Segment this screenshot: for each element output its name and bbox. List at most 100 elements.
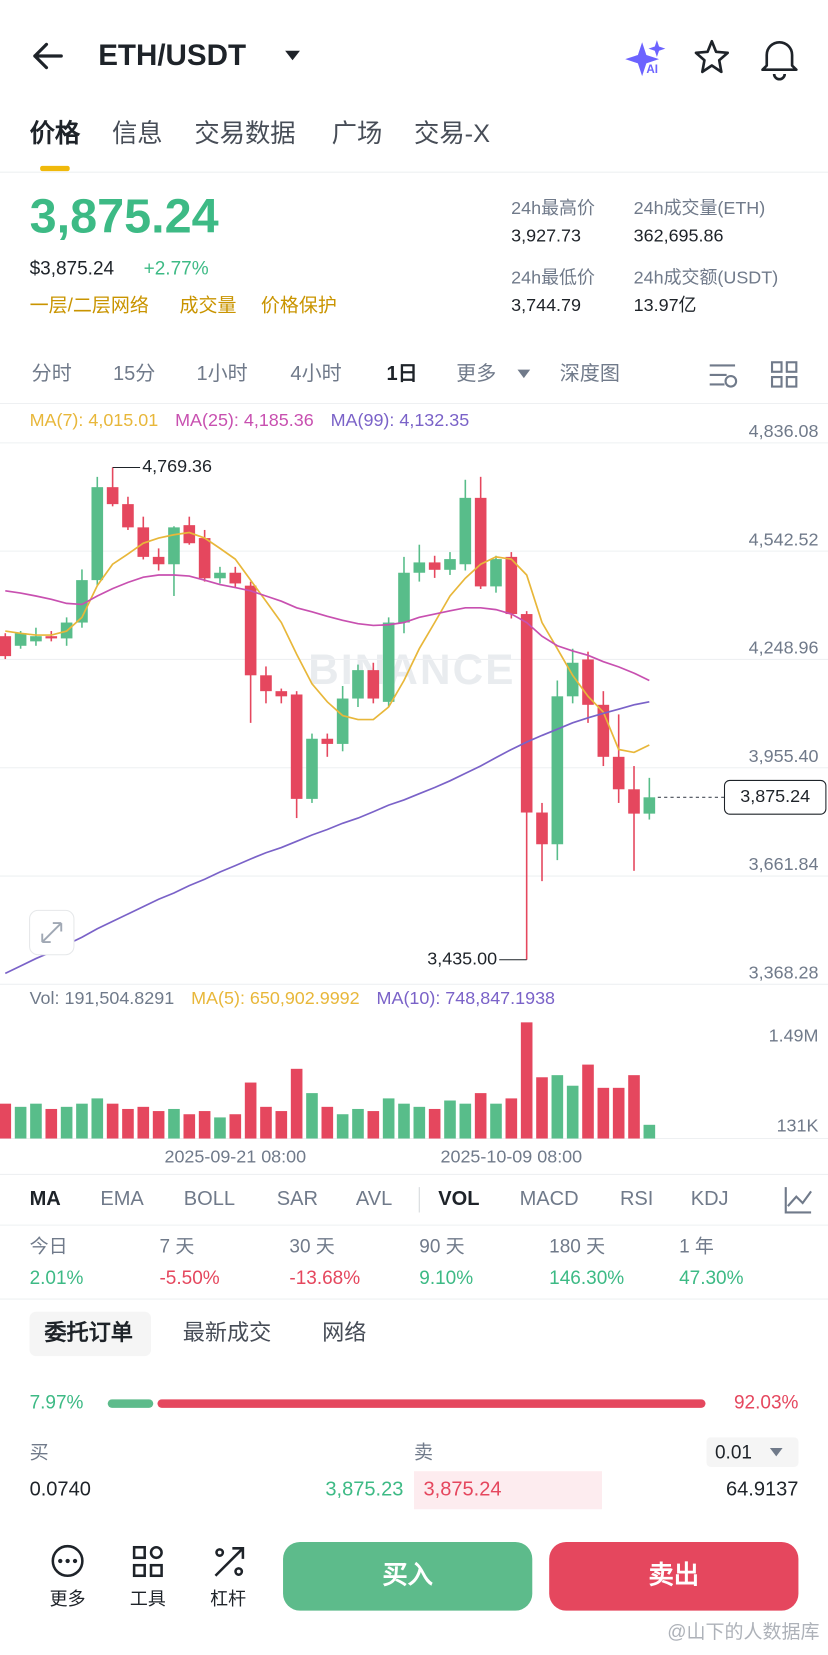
- tab[interactable]: 价格: [30, 119, 81, 148]
- tools: 更多 工具 杠杆: [50, 1589, 246, 1609]
- interval[interactable]: 深度图: [560, 362, 620, 385]
- candle-body: [536, 812, 548, 845]
- period-label: 1 年: [679, 1235, 714, 1257]
- indicator[interactable]: BOLL: [184, 1188, 235, 1210]
- volume-bar: [152, 1111, 165, 1139]
- candle-body: [382, 622, 395, 702]
- volume-bar: [413, 1106, 426, 1139]
- candle-body: [14, 633, 27, 646]
- indicator[interactable]: SAR: [277, 1188, 318, 1210]
- indicator[interactable]: EMA: [100, 1188, 144, 1210]
- candle-body: [505, 556, 518, 615]
- interval[interactable]: 分时: [32, 362, 72, 385]
- candle-body: [0, 636, 12, 657]
- stat-label: 24h最低价: [511, 268, 595, 288]
- volume-bar: [398, 1103, 410, 1139]
- candle-body: [122, 504, 134, 528]
- more-circle: [51, 1544, 84, 1578]
- volume-bar: [582, 1064, 594, 1139]
- more-icon: [51, 1544, 84, 1578]
- interval[interactable]: 更多: [456, 362, 496, 385]
- tab[interactable]: 信息: [112, 120, 163, 148]
- tab[interactable]: 广场: [332, 120, 383, 148]
- pair-title[interactable]: ETH/USDT: [98, 39, 246, 72]
- period-label: 180 天: [549, 1236, 605, 1257]
- notification-button[interactable]: [761, 40, 798, 81]
- grid-cell: [785, 361, 798, 373]
- precision-select[interactable]: 0.01: [706, 1437, 799, 1467]
- volume-bar: [628, 1075, 640, 1139]
- ai-sparkle: [625, 42, 660, 77]
- candle-body: [229, 572, 242, 584]
- ma-line: [4, 700, 650, 975]
- tab[interactable]: 交易数据: [194, 120, 295, 148]
- volume-bar: [91, 1098, 104, 1139]
- price-link[interactable]: 价格保护: [261, 294, 337, 316]
- interval[interactable]: 1日: [387, 363, 418, 385]
- candle-body: [413, 562, 426, 573]
- tool-cell: [132, 1563, 146, 1578]
- candle-body: [428, 562, 441, 570]
- candle-body: [490, 559, 502, 587]
- pair-dropdown[interactable]: [285, 50, 300, 61]
- volume-bar: [244, 1082, 257, 1139]
- indicator-bar: MA EMA BOLL SAR AVL VOL MACD RSI KDJ: [30, 1188, 729, 1210]
- tool-label[interactable]: 杠杆: [210, 1589, 246, 1609]
- volume-bar: [45, 1108, 58, 1139]
- period-change: -13.68%: [289, 1268, 360, 1289]
- last-price: 3,875.24: [30, 190, 219, 244]
- fullscreen-button[interactable]: [29, 909, 75, 956]
- interval[interactable]: 1小时: [196, 362, 247, 385]
- layout-button[interactable]: [770, 361, 798, 388]
- price-link[interactable]: 成交量: [180, 294, 237, 316]
- ai-button[interactable]: AI: [625, 40, 666, 77]
- indicator[interactable]: MA: [30, 1188, 61, 1210]
- volume-bar: [275, 1111, 288, 1139]
- bell-clapper: [772, 73, 787, 81]
- period-label: 今日: [30, 1235, 68, 1257]
- sell-label: 卖出: [648, 1562, 699, 1590]
- candle-body: [551, 696, 564, 845]
- leverage-dot: [215, 1548, 225, 1557]
- chart-settings-button[interactable]: [709, 364, 738, 388]
- candle-body: [91, 487, 104, 581]
- x-tick-label: 2025-09-21 08:00: [164, 1146, 306, 1166]
- candle-body: [290, 694, 303, 799]
- stat-label: 24h最高价: [511, 198, 595, 218]
- indicator-settings[interactable]: [784, 1187, 812, 1214]
- volume-bar: [382, 1098, 395, 1139]
- candle-body: [183, 525, 196, 544]
- indicator[interactable]: VOL: [438, 1188, 479, 1210]
- order-tab[interactable]: 委托订单: [43, 1320, 133, 1345]
- active-tab-bg: [29, 1311, 152, 1357]
- tool-label[interactable]: 更多: [50, 1589, 86, 1609]
- buy-label: 买入: [382, 1562, 433, 1590]
- indicator[interactable]: RSI: [620, 1188, 653, 1210]
- ask-header: 卖: [414, 1441, 433, 1463]
- volume-tick-label: 131K: [777, 1115, 819, 1135]
- price-link[interactable]: 一层/二层网络: [30, 294, 149, 316]
- stats: 24h最高价 3,927.73 24h成交量(ETH) 362,695.86 24h最低…: [511, 198, 778, 315]
- buy-button[interactable]: 买入: [283, 1541, 533, 1611]
- interval[interactable]: 15分: [113, 362, 155, 385]
- tab[interactable]: 交易-X: [414, 120, 490, 148]
- tool-label[interactable]: 工具: [130, 1589, 166, 1609]
- watermark: @山下的人数据库: [667, 1621, 819, 1643]
- interval[interactable]: 4小时: [290, 362, 341, 385]
- indicator[interactable]: AVL: [356, 1188, 392, 1210]
- price-links: 一层/二层网络 成交量 价格保护: [30, 294, 337, 316]
- volume-bar: [474, 1093, 487, 1139]
- period-change: 9.10%: [419, 1268, 473, 1289]
- volume-bar: [198, 1111, 211, 1139]
- volume-legend: MA(10): 748,847.1938: [377, 988, 556, 1008]
- back-button[interactable]: [33, 42, 63, 70]
- sell-button[interactable]: 卖出: [549, 1541, 799, 1611]
- more-caret[interactable]: [517, 369, 531, 379]
- indicator[interactable]: MACD: [520, 1188, 579, 1210]
- order-tab[interactable]: 网络: [322, 1320, 366, 1345]
- order-tab[interactable]: 最新成交: [183, 1320, 272, 1345]
- favorite-button[interactable]: [694, 39, 729, 74]
- volume-bar: [183, 1114, 196, 1139]
- volume-bar: [106, 1103, 119, 1139]
- indicator[interactable]: KDJ: [691, 1188, 729, 1210]
